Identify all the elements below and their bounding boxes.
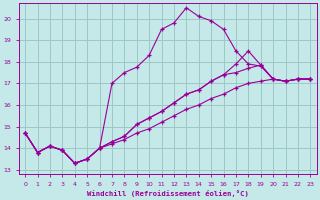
X-axis label: Windchill (Refroidissement éolien,°C): Windchill (Refroidissement éolien,°C) xyxy=(87,190,249,197)
